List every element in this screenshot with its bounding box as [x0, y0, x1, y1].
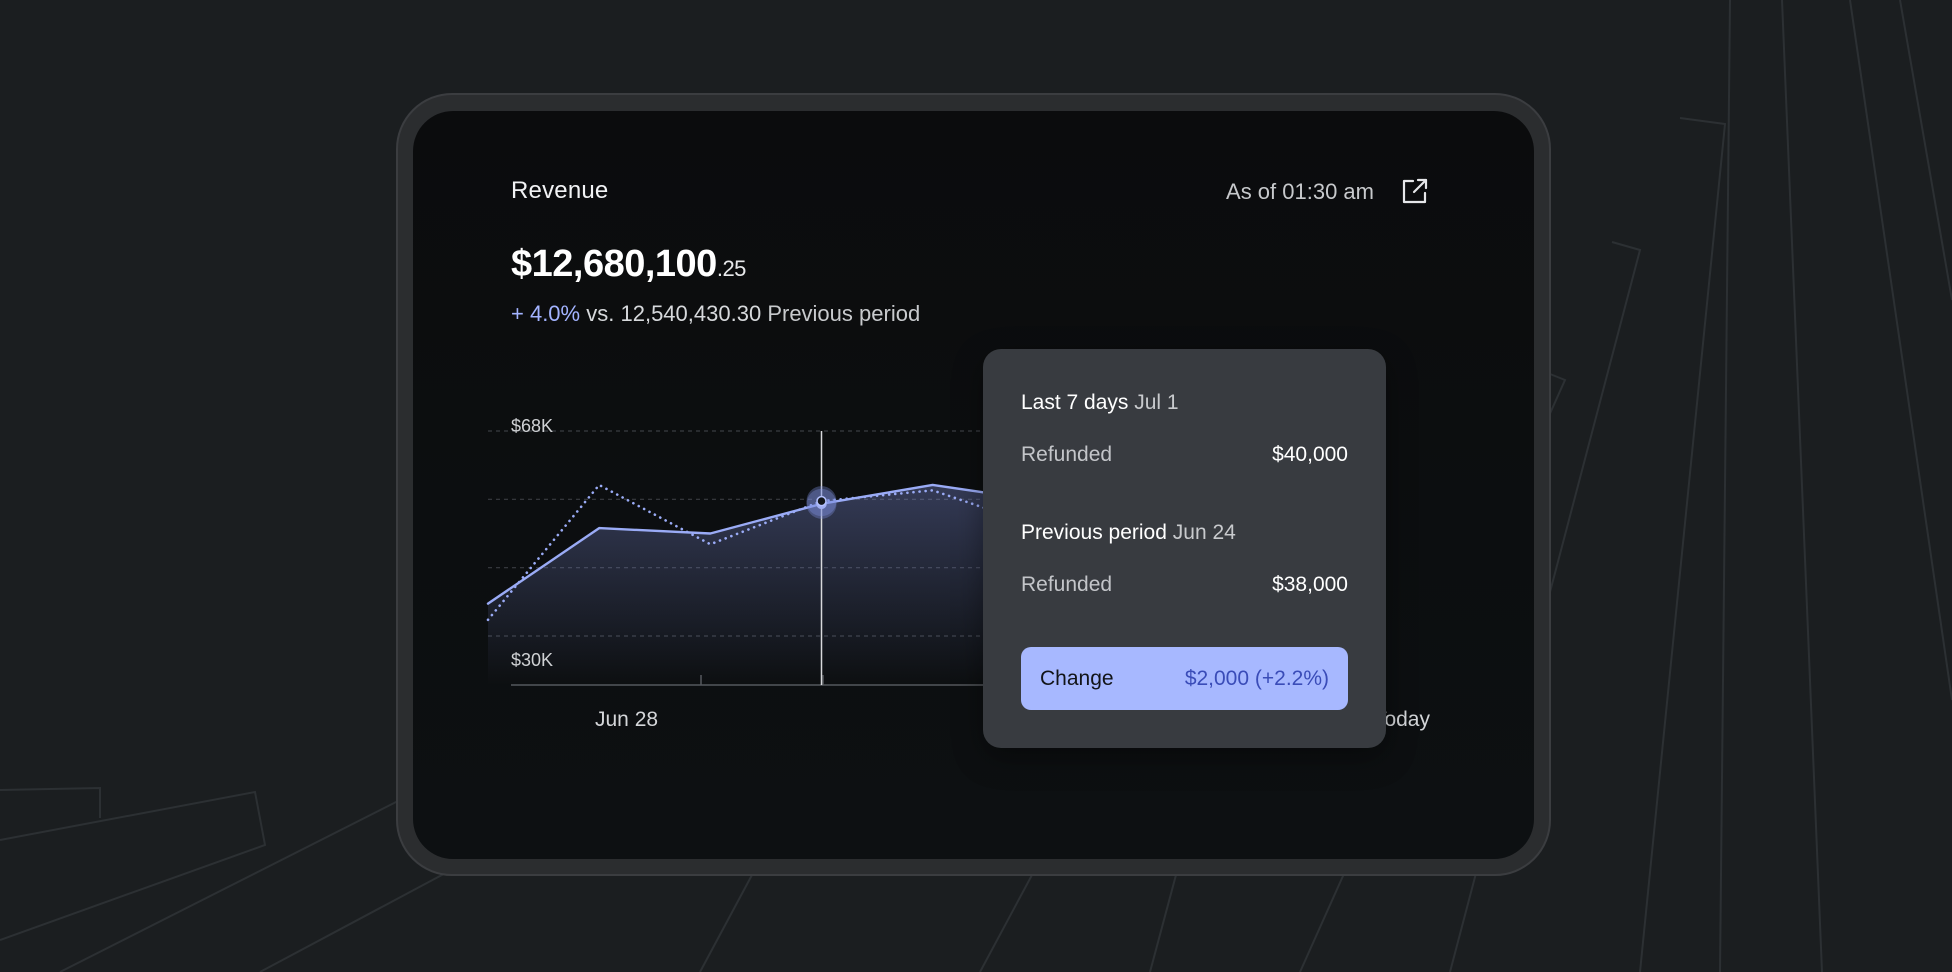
- y-tick-label-min: $30K: [511, 650, 554, 670]
- revenue-card: Revenue As of 01:30 am $12,680,100.25 + …: [413, 111, 1534, 859]
- tooltip-current-label: Last 7 days: [1021, 391, 1129, 414]
- tooltip-current-row: Refunded $40,000: [1021, 443, 1348, 467]
- revenue-amount: $12,680,100.25: [511, 243, 746, 286]
- previous-period-label: Previous period: [767, 301, 921, 326]
- change-button[interactable]: Change $2,000 (+2.2%): [1021, 647, 1348, 710]
- tooltip-previous-row: Refunded $38,000: [1021, 573, 1348, 597]
- x-tick-label-start: Jun 28: [595, 708, 659, 731]
- delta-percent: + 4.0%: [511, 301, 581, 326]
- hover-point-previous: [816, 495, 827, 507]
- tooltip-current-row-value: $40,000: [1272, 443, 1348, 466]
- tooltip-previous-row-value: $38,000: [1272, 573, 1348, 596]
- change-label: Change: [1040, 666, 1114, 690]
- y-tick-label-max: $68K: [511, 416, 554, 436]
- change-value: $2,000 (+2.2%): [1184, 666, 1329, 690]
- revenue-amount-cents: .25: [716, 256, 747, 281]
- revenue-delta: + 4.0% vs. 12,540,430.30 Previous period: [511, 301, 920, 327]
- x-tick-label-end: Today: [1373, 708, 1430, 731]
- tooltip-previous-label: Previous period: [1021, 521, 1167, 544]
- tooltip-previous-date: Jun 24: [1172, 521, 1236, 544]
- previous-value: 12,540,430.30: [620, 301, 762, 326]
- tooltip-current-date: Jul 1: [1134, 391, 1179, 414]
- tooltip-current-heading: Last 7 days Jul 1: [1021, 391, 1179, 415]
- tooltip-previous-row-label: Refunded: [1021, 573, 1113, 596]
- tooltip-current-row-label: Refunded: [1021, 443, 1113, 466]
- chart-tooltip: Last 7 days Jul 1 Refunded $40,000 Previ…: [983, 349, 1386, 748]
- tooltip-previous-heading: Previous period Jun 24: [1021, 521, 1236, 545]
- as-of-timestamp: As of 01:30 am: [1226, 179, 1374, 204]
- external-link-icon[interactable]: [1400, 176, 1430, 206]
- delta-vs: vs.: [586, 301, 615, 326]
- revenue-amount-main: $12,680,100: [511, 243, 717, 285]
- card-title: Revenue: [511, 177, 609, 204]
